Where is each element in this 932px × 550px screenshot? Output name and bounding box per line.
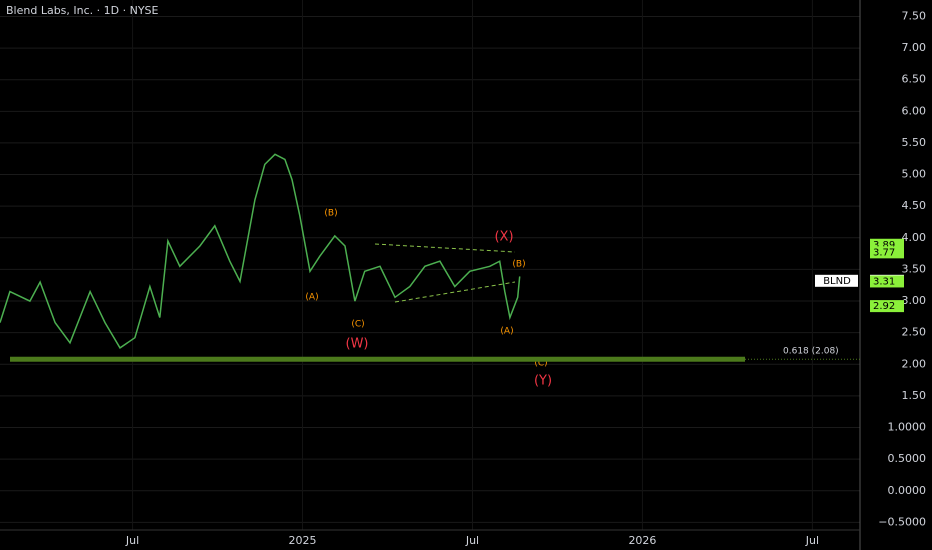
x-tick-label: 2026 [628,534,656,547]
x-tick-label: Jul [805,534,819,547]
y-tick-label: 6.00 [902,104,927,117]
grid [0,0,860,530]
x-tick-label: Jul [465,534,479,547]
wave-label: (B) [512,260,525,270]
y-tick-label: 3.00 [902,294,927,307]
symbol-tag [815,274,858,287]
wave-label: (C) [351,320,364,330]
chart-title: Blend Labs, Inc. · 1D · NYSE [6,4,159,17]
wave-label: (B) [324,209,337,219]
price-tag-label: 3.89 [873,240,895,251]
price-tag-label: 3.31 [873,276,895,287]
y-tick-label: 4.50 [902,199,927,212]
y-tick-label: 6.50 [902,73,927,86]
price-tag-label: 2.92 [873,301,895,312]
triangle-lines [374,243,516,303]
y-tick-label: 4.00 [902,231,927,244]
fib-label: 0.618 (2.08) [783,347,839,357]
price-tag [870,275,904,288]
y-tick-label: 1.0000 [888,421,927,434]
y-tick-label: 0.0000 [888,484,927,497]
y-tick-label: 5.50 [902,136,927,149]
y-tick-label: 5.00 [902,168,927,181]
wave-label: (C) [534,359,547,369]
fib-band [10,356,745,362]
wave-label: (Y) [534,374,552,389]
y-tick-label: 2.00 [902,357,927,370]
wave-label: (A) [305,293,318,303]
y-tick-label: 7.50 [902,9,927,22]
wave-label: (X) [494,230,513,245]
symbol-tag-label: BLND [823,276,851,287]
trendline [374,243,516,253]
price-tag-label: 3.77 [873,247,895,258]
wave-label: (W) [346,337,369,352]
price-tag [870,246,904,259]
y-tick-label: −0.5000 [878,515,926,528]
wave-label: (A) [500,327,513,337]
y-tick-label: 0.5000 [888,452,927,465]
x-tick-label: 2025 [289,534,317,547]
y-tick-label: 1.50 [902,389,927,402]
price-tag [870,300,904,313]
y-tick-label: 2.50 [902,326,927,339]
x-tick-label: Jul [125,534,139,547]
y-tick-label: 7.00 [902,41,927,54]
price-line [0,153,521,349]
y-tick-label: 3.50 [902,262,927,275]
trendline [394,281,516,303]
